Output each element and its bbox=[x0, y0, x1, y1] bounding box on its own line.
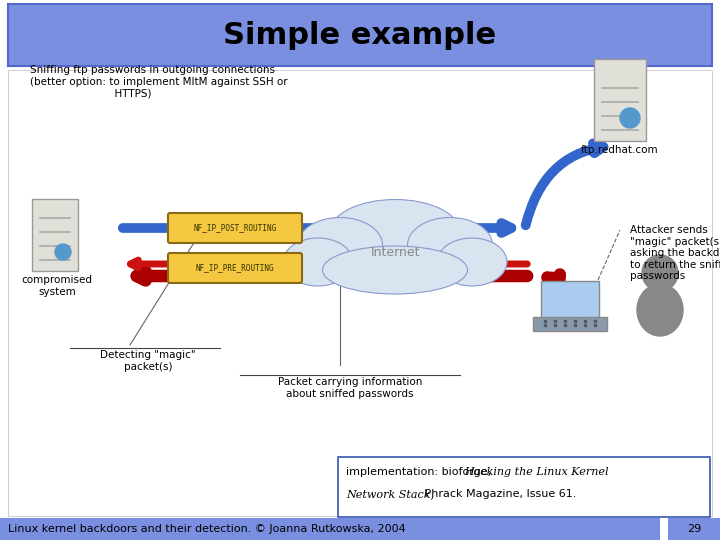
FancyBboxPatch shape bbox=[594, 59, 646, 141]
Ellipse shape bbox=[297, 218, 382, 273]
Text: NF_IP_POST_ROUTING: NF_IP_POST_ROUTING bbox=[194, 224, 276, 233]
FancyBboxPatch shape bbox=[533, 317, 607, 331]
Text: Phrack Magazine, Issue 61.: Phrack Magazine, Issue 61. bbox=[421, 489, 577, 499]
Text: NF_IP_PRE_ROUTING: NF_IP_PRE_ROUTING bbox=[196, 264, 274, 273]
Circle shape bbox=[642, 255, 678, 291]
Text: compromised
system: compromised system bbox=[22, 275, 92, 296]
Text: Linux kernel backdoors and their detection. © Joanna Rutkowska, 2004: Linux kernel backdoors and their detecti… bbox=[8, 524, 406, 534]
Text: Sniffing ftp passwords in outgoing connections
(better option: to implement MItM: Sniffing ftp passwords in outgoing conne… bbox=[30, 65, 287, 98]
FancyBboxPatch shape bbox=[32, 199, 78, 271]
Text: Network Stack,: Network Stack, bbox=[346, 489, 434, 499]
FancyBboxPatch shape bbox=[168, 253, 302, 283]
Bar bbox=[8, 4, 712, 66]
Bar bbox=[668, 518, 720, 540]
Circle shape bbox=[620, 108, 640, 128]
Text: implementation: bioforge,: implementation: bioforge, bbox=[346, 467, 495, 477]
Ellipse shape bbox=[408, 218, 492, 273]
Ellipse shape bbox=[637, 284, 683, 336]
FancyBboxPatch shape bbox=[168, 213, 302, 243]
Text: Simple example: Simple example bbox=[223, 21, 497, 50]
Text: 29: 29 bbox=[687, 524, 701, 534]
Ellipse shape bbox=[283, 238, 353, 286]
Ellipse shape bbox=[437, 238, 507, 286]
Text: Packet carrying information
about sniffed passwords: Packet carrying information about sniffe… bbox=[278, 377, 422, 399]
Text: Hacking the Linux Kernel: Hacking the Linux Kernel bbox=[464, 467, 608, 477]
Text: Attacker sends
"magic" packet(s)
asking the backdoor
to return the sniffed
passw: Attacker sends "magic" packet(s) asking … bbox=[630, 225, 720, 281]
Text: Detecting "magic"
packet(s): Detecting "magic" packet(s) bbox=[100, 350, 196, 372]
Ellipse shape bbox=[330, 199, 460, 265]
Text: Internet: Internet bbox=[370, 246, 420, 260]
Bar bbox=[0, 518, 660, 540]
FancyBboxPatch shape bbox=[338, 457, 710, 517]
Bar bbox=[8, 70, 712, 516]
FancyBboxPatch shape bbox=[541, 281, 599, 321]
Circle shape bbox=[55, 244, 71, 260]
Text: ftp.redhat.com: ftp.redhat.com bbox=[581, 145, 659, 155]
Ellipse shape bbox=[323, 246, 467, 294]
